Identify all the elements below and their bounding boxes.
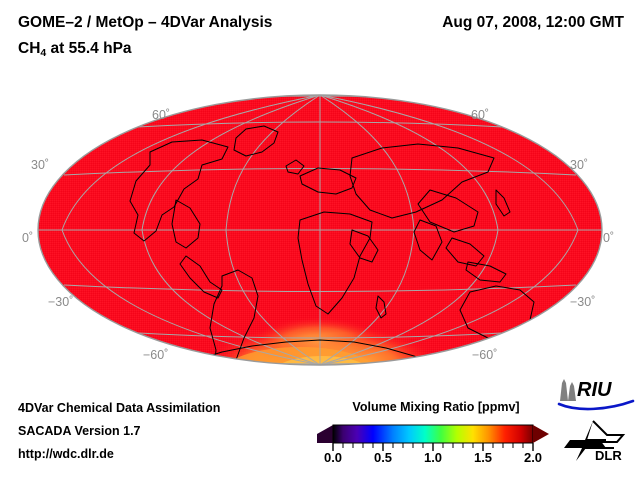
- lat-label-south-60-right: −60˚: [472, 348, 498, 362]
- colorbar-ticks: [332, 443, 534, 451]
- species-suffix: at 55.4 hPa: [46, 40, 132, 57]
- colorbar-svg: [317, 424, 549, 451]
- colorbar: [313, 421, 553, 473]
- lat-label-equator-left: 0˚: [22, 231, 34, 245]
- colorbar-cap-high: [533, 425, 549, 443]
- footer-line-assimilation: 4DVar Chemical Data Assimilation: [18, 401, 221, 415]
- riu-tower-icon: [560, 379, 576, 401]
- lat-label-north-60-right: 60˚: [471, 108, 490, 122]
- mollweide-map: [37, 94, 603, 366]
- colorbar-tick-label: 0.0: [323, 450, 343, 465]
- colorbar-title: Volume Mixing Ratio [ppmv]: [352, 400, 520, 414]
- page-title: GOME–2 / MetOp – 4DVar Analysis: [18, 14, 273, 31]
- lat-label-north-60-left: 60˚: [152, 108, 171, 122]
- footer-line-url: http://wdc.dlr.de: [18, 447, 114, 461]
- globe-outline: [37, 94, 603, 366]
- lat-label-equator-right: 0˚: [603, 231, 615, 245]
- riu-logo: RIU: [556, 377, 636, 411]
- lat-label-north-30-left: 30˚: [31, 158, 50, 172]
- lat-label-north-30-right: 30˚: [570, 158, 589, 172]
- riu-wordmark: RIU: [577, 379, 612, 401]
- species-subtitle: CH4 at 55.4 hPa: [18, 40, 132, 59]
- colorbar-tick-label: 1.5: [473, 450, 493, 465]
- footer-line-version: SACADA Version 1.7: [18, 424, 141, 438]
- colorbar-tick-label: 1.0: [423, 450, 443, 465]
- colorbar-tick-label: 0.5: [373, 450, 393, 465]
- riu-swoosh-icon: [557, 399, 635, 411]
- map-panel: 60˚ 30˚ 0˚ −30˚ −60˚ 60˚ 30˚ 0˚ −30˚ −60…: [0, 80, 640, 380]
- dlr-mark-icon: [564, 420, 626, 461]
- dlr-wordmark: DLR: [595, 448, 622, 463]
- lat-label-south-30-left: −30˚: [48, 295, 74, 309]
- colorbar-tick-label: 2.0: [523, 450, 543, 465]
- timestamp-label: Aug 07, 2008, 12:00 GMT: [442, 14, 624, 31]
- colorbar-ramp: [332, 424, 534, 444]
- lat-label-south-60-left: −60˚: [143, 348, 169, 362]
- lat-label-south-30-right: −30˚: [570, 295, 596, 309]
- colorbar-cap-low: [317, 425, 333, 443]
- colorbar-tick-labels: 0.0 0.5 1.0 1.5 2.0: [313, 450, 553, 470]
- coastlines: [129, 125, 553, 365]
- dlr-logo: DLR: [562, 418, 636, 464]
- species-prefix: CH: [18, 40, 41, 57]
- species-subscript: 4: [40, 47, 47, 59]
